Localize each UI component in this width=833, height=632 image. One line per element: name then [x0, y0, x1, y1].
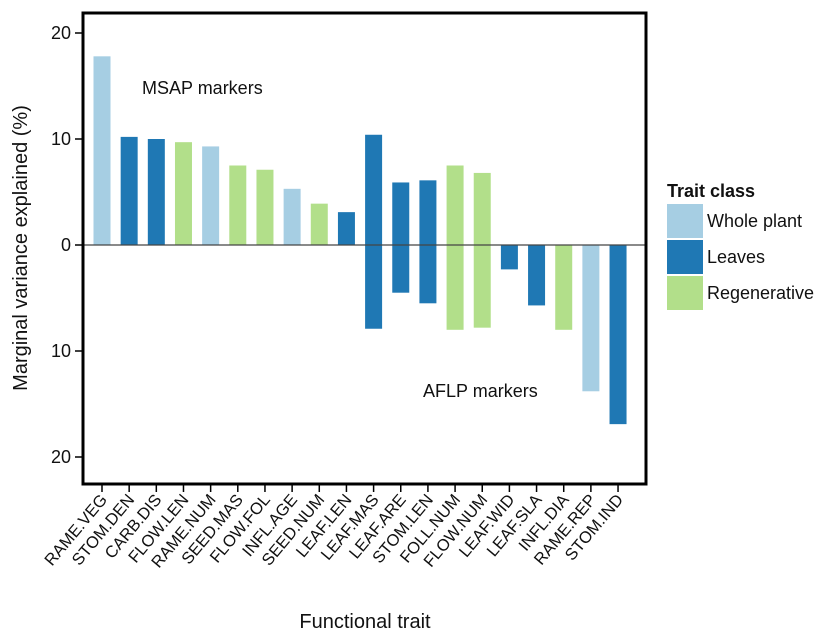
bar-msap-flow-fol [256, 169, 274, 245]
legend-title: Trait class [667, 181, 755, 201]
bar-aflp-rame-rep [582, 245, 600, 392]
bar-msap-stom-den [120, 136, 138, 245]
annotation-msap: MSAP markers [142, 78, 263, 98]
bar-aflp-leaf-are [392, 245, 410, 293]
y-tick-label: 10 [51, 129, 71, 149]
bar-aflp-infl-dia [555, 245, 573, 330]
bar-msap-leaf-len [337, 212, 355, 245]
bar-msap-rame-veg [93, 56, 111, 245]
bar-aflp-foll-num [446, 245, 464, 330]
y-tick-label: 10 [51, 341, 71, 361]
bar-aflp-leaf-mas [365, 245, 383, 329]
bar-msap-leaf-are [392, 182, 410, 245]
bar-aflp-stom-len [419, 245, 437, 304]
legend-swatch [667, 240, 703, 274]
bar-aflp-stom-ind [609, 245, 627, 425]
legend-label: Leaves [707, 247, 765, 267]
bar-msap-leaf-mas [365, 134, 383, 245]
bar-msap-flow-num [473, 172, 491, 245]
y-axis-title: Marginal variance explained (%) [10, 105, 32, 391]
bar-aflp-leaf-sla [528, 245, 546, 306]
bar-msap-carb-dis [147, 139, 165, 245]
bar-msap-stom-len [419, 180, 437, 245]
annotation-aflp: AFLP markers [423, 381, 538, 401]
legend-label: Regenerative [707, 283, 814, 303]
y-tick-label: 0 [61, 235, 71, 255]
bars-group [93, 56, 627, 425]
y-tick-label: 20 [51, 447, 71, 467]
legend-label: Whole plant [707, 211, 802, 231]
legend-swatch [667, 276, 703, 310]
y-tick-label: 20 [51, 23, 71, 43]
bar-aflp-leaf-wid [500, 245, 518, 270]
bar-msap-flow-len [174, 142, 192, 245]
plot-frame [81, 11, 648, 486]
bar-aflp-flow-num [473, 245, 491, 328]
bar-msap-foll-num [446, 165, 464, 245]
x-axis: RAME.VEGSTOM.DENCARB.DISFLOW.LENRAME.NUM… [41, 484, 627, 571]
bar-msap-seed-mas [229, 165, 247, 245]
x-axis-title: Functional trait [299, 611, 431, 632]
bar-msap-rame-num [202, 146, 220, 245]
bar-msap-seed-num [310, 203, 328, 245]
legend: Trait class Whole plant Leaves Regenerativ… [667, 181, 814, 310]
bar-msap-infl-age [283, 188, 301, 245]
legend-swatch [667, 204, 703, 238]
y-axis: 20 10 0 10 20 [51, 23, 83, 467]
